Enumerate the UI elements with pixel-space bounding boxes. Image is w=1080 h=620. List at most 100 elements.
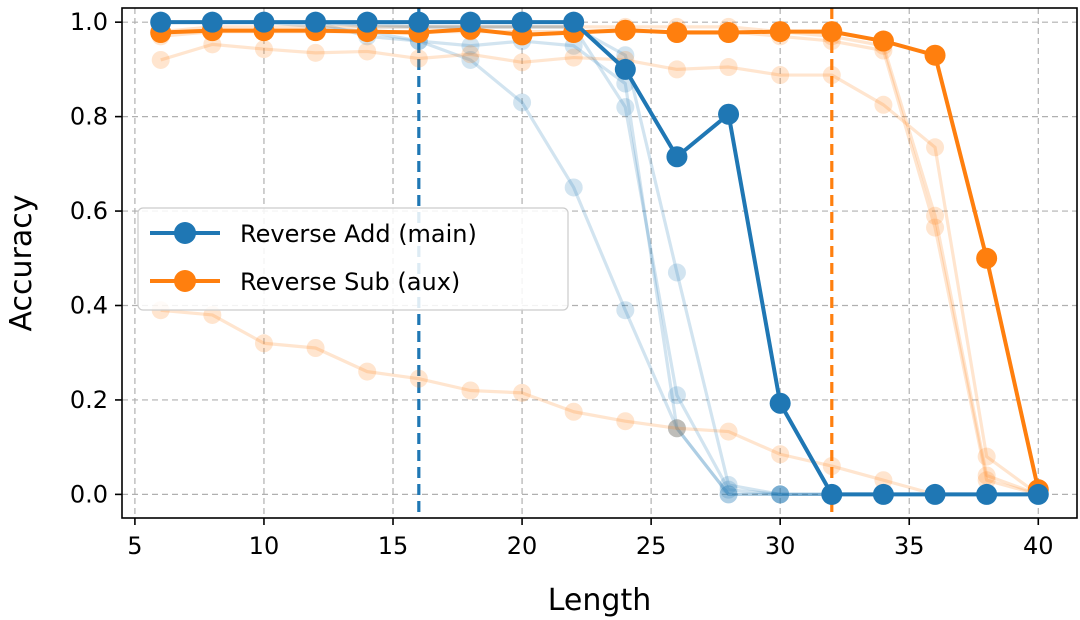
faint-data-point — [616, 301, 635, 320]
legend-label-reverse-add: Reverse Add (main) — [240, 220, 477, 248]
x-tick-label: 30 — [765, 532, 796, 560]
y-axis-title: Accuracy — [4, 195, 39, 332]
data-point — [718, 103, 740, 125]
data-point — [150, 11, 172, 33]
legend-marker-reverse-sub — [174, 270, 196, 292]
faint-data-point — [874, 471, 893, 490]
faint-data-point — [822, 66, 841, 85]
faint-data-point — [513, 53, 532, 72]
faint-data-point — [151, 50, 170, 69]
data-point — [924, 44, 946, 66]
legend-label-reverse-sub: Reverse Sub (aux) — [240, 268, 460, 296]
data-point — [459, 11, 481, 33]
data-point — [614, 19, 636, 41]
faint-data-point — [977, 447, 996, 466]
faint-data-point — [358, 42, 377, 61]
x-tick-label: 25 — [636, 532, 667, 560]
faint-data-point — [667, 419, 686, 438]
data-point — [821, 21, 843, 43]
faint-data-point — [719, 422, 738, 441]
x-tick-label: 40 — [1023, 532, 1054, 560]
data-point — [666, 146, 688, 168]
data-point — [614, 58, 636, 80]
faint-data-point — [771, 66, 790, 85]
legend-box — [137, 207, 569, 311]
x-tick-label: 20 — [507, 532, 538, 560]
faint-series-line — [160, 42, 1040, 496]
faint-data-point — [564, 402, 583, 421]
axis-ticks: 5 10 15 20 25 30 35 40 0.0 0.2 0.4 0.6 0.8 1.0 — [70, 8, 1054, 560]
faint-data-point — [926, 206, 945, 225]
plot-frame — [121, 7, 1078, 519]
faint-data-point — [461, 45, 480, 64]
data-point — [201, 11, 223, 33]
data-point — [356, 11, 378, 33]
faint-data-point — [409, 369, 428, 388]
faint-data-point — [719, 475, 738, 494]
data-point — [769, 392, 791, 414]
faint-data-point — [719, 485, 738, 504]
faint-data-point — [254, 334, 273, 353]
faint-data-point — [461, 36, 480, 55]
faint-data-point — [719, 480, 738, 499]
faint-data-point — [667, 419, 686, 438]
faint-data-point — [616, 98, 635, 117]
y-tick-label: 1.0 — [70, 8, 108, 36]
faint-data-point — [306, 339, 325, 357]
faint-data-point — [513, 93, 532, 112]
x-axis-title: Length — [548, 583, 651, 618]
faint-data-point — [513, 383, 532, 402]
data-point — [408, 11, 430, 33]
faint-data-point — [564, 48, 583, 67]
faint-data-point — [358, 362, 377, 381]
legend: Reverse Add (main) Reverse Sub (aux) — [137, 207, 569, 311]
data-point — [1027, 483, 1049, 505]
legend-marker-reverse-add — [174, 222, 196, 244]
faint-data-point — [667, 419, 686, 438]
x-tick-label: 15 — [378, 532, 409, 560]
faint-data-point — [461, 381, 480, 400]
data-point — [872, 30, 894, 52]
y-tick-label: 0.6 — [70, 197, 108, 225]
faint-data-point — [461, 50, 480, 69]
faint-data-point — [667, 386, 686, 405]
y-tick-label: 0.2 — [70, 386, 108, 414]
y-tick-label: 0.8 — [70, 103, 108, 131]
data-point — [976, 483, 998, 505]
faint-data-point — [667, 263, 686, 282]
faint-data-point — [926, 218, 945, 237]
faint-data-point — [977, 471, 996, 490]
faint-data-point — [616, 412, 635, 431]
faint-data-point — [409, 49, 428, 68]
data-point — [769, 21, 791, 43]
data-point — [563, 11, 585, 33]
data-point — [511, 11, 533, 33]
faint-data-point — [771, 485, 790, 504]
y-tick-label: 0.0 — [70, 480, 108, 508]
y-tick-label: 0.4 — [70, 292, 108, 320]
faint-data-point — [822, 457, 841, 476]
faint-data-point — [771, 445, 790, 464]
faint-data-point — [771, 485, 790, 504]
faint-data-point — [771, 485, 790, 504]
faint-data-point — [874, 95, 893, 114]
faint-data-point — [616, 46, 635, 65]
faint-data-point — [306, 43, 325, 62]
data-point — [718, 22, 740, 44]
faint-data-point — [564, 178, 583, 197]
main-series — [150, 11, 1049, 505]
data-point — [666, 22, 688, 44]
x-tick-label: 5 — [127, 532, 142, 560]
faint-data-point — [926, 138, 945, 157]
faint-data-point — [771, 485, 790, 504]
data-point — [924, 483, 946, 505]
faint-data-point — [977, 466, 996, 485]
data-point — [305, 11, 327, 33]
data-point — [253, 11, 275, 33]
data-point — [872, 483, 894, 505]
faint-data-point — [719, 485, 738, 504]
faint-data-point — [254, 40, 273, 59]
x-tick-label: 35 — [894, 532, 925, 560]
faint-data-point — [719, 58, 738, 77]
